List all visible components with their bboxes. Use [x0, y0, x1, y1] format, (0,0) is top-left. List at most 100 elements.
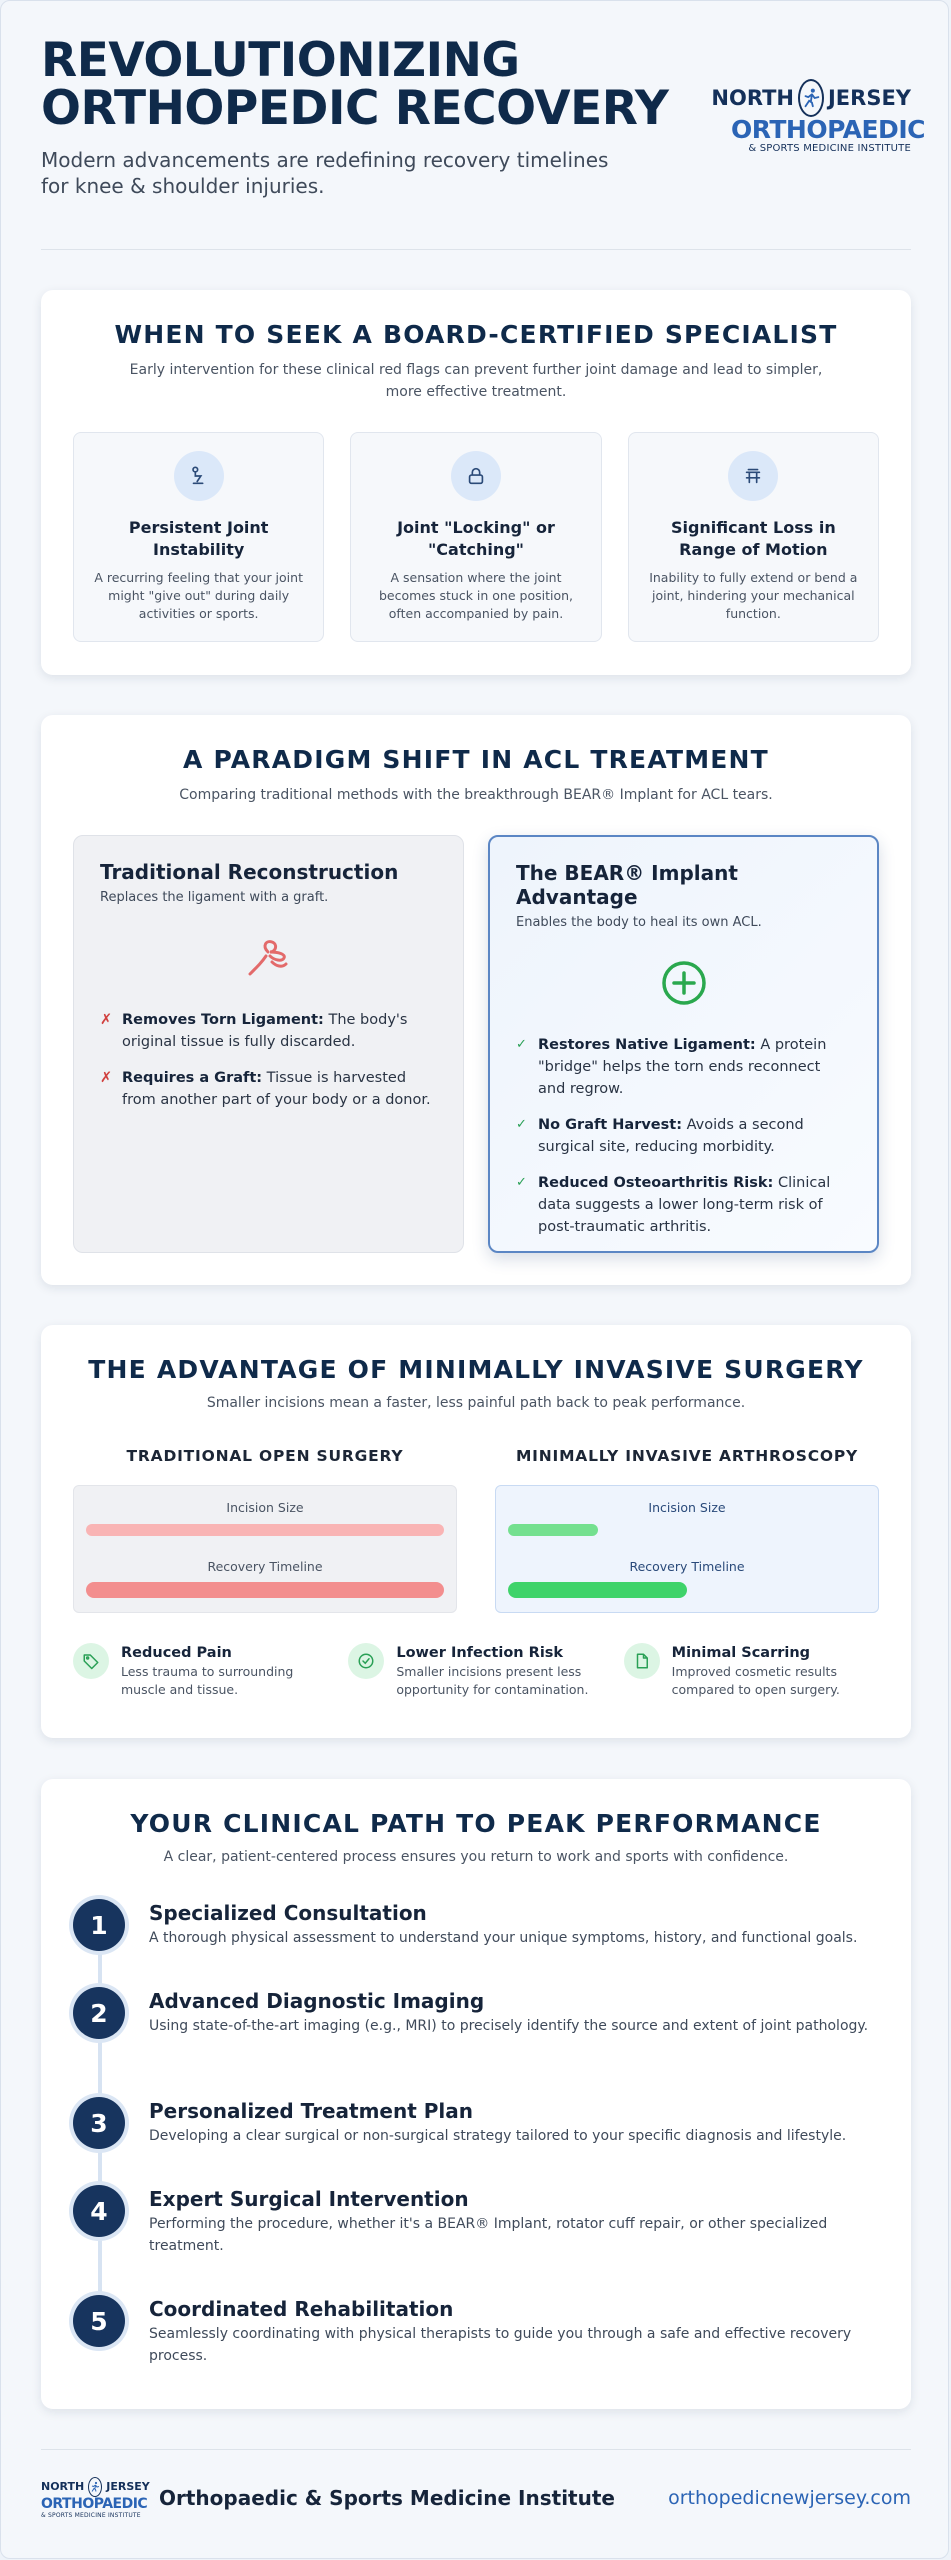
open-surgery-bars: Incision Size Recovery Timeline	[73, 1485, 457, 1613]
step-item: 2 Advanced Diagnostic Imaging Using state…	[73, 1987, 879, 2039]
bear-implant-card: The BEAR® Implant Advantage Enables the …	[488, 835, 879, 1253]
arthroscopy-heading: MINIMALLY INVASIVE ARTHROSCOPY	[515, 1447, 859, 1465]
title-line-2: ORTHOPEDIC RECOVERY	[41, 81, 669, 136]
recovery-bar-track	[508, 1582, 866, 1598]
bear-sub: Enables the body to heal its own ACL.	[516, 915, 762, 930]
path-title: YOUR CLINICAL PATH TO PEAK PERFORMANCE	[130, 1809, 822, 1838]
footer-logo: NORTH JERSEY ORTHOPAEDIC & SPORTS MEDICI…	[41, 2477, 150, 2519]
logo-tagline: & SPORTS MEDICINE INSTITUTE	[41, 2512, 141, 2519]
step-number: 2	[73, 1987, 125, 2039]
range-icon	[728, 451, 779, 501]
institute-logo: NORTH JERSEY ORTHOPAEDIC & SPORTS MEDICI…	[711, 79, 925, 159]
list-item: ✓ Restores Native Ligament: A protein "br…	[516, 1034, 851, 1100]
logo-text-main: ORTHOPAEDIC	[731, 115, 925, 144]
traditional-title: Traditional Reconstruction	[100, 860, 399, 884]
list-item: ✓ No Graft Harvest: Avoids a second surgi…	[516, 1114, 851, 1158]
step-item: 1 Specialized Consultation A thorough phy…	[73, 1899, 879, 1951]
logo-text-north: NORTH	[41, 2480, 85, 2493]
item-text: The body's original tissue is fully disc…	[122, 1012, 408, 1050]
item-text: Avoids a second surgical site, reducing …	[538, 1117, 804, 1155]
benefits-list: Reduced Pain Less trauma to surrounding m…	[73, 1643, 879, 1699]
benefit-desc: Less trauma to surrounding muscle and ti…	[121, 1664, 294, 1697]
recovery-bar-track	[86, 1582, 444, 1598]
lock-icon	[450, 451, 501, 501]
plus-circle-icon	[516, 938, 851, 1028]
flag-title: Persistent Joint Instability	[128, 518, 269, 559]
step-number: 1	[73, 1899, 125, 1951]
logo-text-north: NORTH	[711, 86, 794, 110]
step-title: Coordinated Rehabilitation	[149, 2297, 454, 2321]
check-mark-icon: ✓	[516, 1037, 527, 1052]
benefit-reduced-pain: Reduced Pain Less trauma to surrounding m…	[73, 1643, 328, 1699]
title-line-1: REVOLUTIONIZING	[41, 33, 520, 88]
step-desc: Developing a clear surgical or non-surgi…	[149, 2128, 847, 2144]
header-divider	[41, 249, 911, 250]
benefit-minimal-scarring: Minimal Scarring Improved cosmetic result…	[623, 1643, 879, 1699]
step-desc: Performing the procedure, whether it's a…	[149, 2216, 828, 2254]
recovery-bar	[508, 1582, 687, 1598]
list-item: ✓ Reduced Osteoarthritis Risk: Clinical d…	[516, 1172, 851, 1238]
flag-card-instability: Persistent Joint Instability A recurring…	[73, 432, 325, 642]
step-item: 5 Coordinated Rehabilitation Seamlessly c…	[73, 2295, 879, 2367]
footer-institute-name: Orthopaedic & Sports Medicine Institute	[159, 2486, 615, 2510]
step-title: Personalized Treatment Plan	[149, 2099, 474, 2123]
page-subtitle: Modern advancements are redefining recov…	[41, 148, 609, 198]
step-number: 4	[73, 2185, 125, 2237]
logo-text-jersey: JERSEY	[827, 86, 911, 110]
item-bold: No Graft Harvest:	[538, 1117, 682, 1133]
check-mark-icon: ✓	[516, 1175, 527, 1190]
header: REVOLUTIONIZING ORTHOPEDIC RECOVERY Mode…	[41, 33, 925, 207]
item-bold: Reduced Osteoarthritis Risk:	[538, 1175, 774, 1191]
item-text: Tissue is harvested from another part of…	[122, 1070, 431, 1108]
flag-desc: A recurring feeling that your joint migh…	[94, 570, 303, 621]
benefit-lower-infection: Lower Infection Risk Smaller incisions pr…	[348, 1643, 603, 1699]
step-title: Advanced Diagnostic Imaging	[149, 1989, 485, 2013]
step-title: Expert Surgical Intervention	[149, 2187, 469, 2211]
benefit-title: Lower Infection Risk	[396, 1645, 564, 1661]
incision-bar	[508, 1524, 598, 1536]
mis-subtitle: Smaller incisions mean a faster, less pa…	[206, 1395, 746, 1411]
bear-list: ✓ Restores Native Ligament: A protein "br…	[516, 1034, 851, 1238]
mis-section: THE ADVANTAGE OF MINIMALLY INVASIVE SURG…	[41, 1325, 911, 1738]
incision-label: Incision Size	[648, 1500, 726, 1515]
list-item: ✗ Removes Torn Ligament: The body's origi…	[100, 1009, 437, 1053]
incision-bar-track	[508, 1523, 866, 1537]
footer-website-link[interactable]: orthopedicnewjersey.com	[668, 2487, 911, 2509]
x-mark-icon: ✗	[100, 1070, 113, 1086]
check-circle-icon	[348, 1643, 385, 1679]
document-icon	[623, 1643, 660, 1679]
logo-tagline: & SPORTS MEDICINE INSTITUTE	[748, 143, 911, 154]
incision-bar	[86, 1524, 444, 1536]
x-mark-icon: ✗	[100, 1012, 113, 1028]
red-flags-list: Persistent Joint Instability A recurring…	[73, 432, 879, 642]
incision-bar-track	[86, 1523, 444, 1537]
tag-icon	[73, 1643, 109, 1679]
runner-emblem-icon	[88, 2477, 103, 2497]
traditional-reconstruction-card: Traditional Reconstruction Replaces the …	[73, 835, 464, 1253]
item-bold: Removes Torn Ligament:	[122, 1012, 324, 1028]
step-number: 3	[73, 2097, 125, 2149]
runner-emblem-icon	[797, 79, 824, 117]
specialist-subtitle: Early intervention for these clinical re…	[129, 362, 823, 400]
flag-desc: A sensation where the joint becomes stuc…	[378, 570, 573, 621]
step-number: 5	[73, 2295, 125, 2347]
flag-desc: Inability to fully extend or bend a join…	[649, 570, 858, 621]
step-desc: Seamlessly coordinating with physical th…	[149, 2326, 852, 2364]
path-subtitle: A clear, patient-centered process ensure…	[163, 1849, 789, 1865]
item-text: A protein "bridge" helps the torn ends r…	[538, 1037, 827, 1097]
footer: NORTH JERSEY ORTHOPAEDIC & SPORTS MEDICI…	[41, 2473, 911, 2523]
open-surgery-heading: TRADITIONAL OPEN SURGERY	[126, 1447, 404, 1465]
item-bold: Restores Native Ligament:	[538, 1037, 756, 1053]
item-bold: Requires a Graft:	[122, 1070, 263, 1086]
benefit-desc: Smaller incisions present less opportuni…	[396, 1664, 589, 1697]
clinical-path-section: YOUR CLINICAL PATH TO PEAK PERFORMANCE A…	[41, 1779, 911, 2409]
flag-title: Significant Loss in Range of Motion	[670, 518, 836, 559]
benefit-title: Minimal Scarring	[671, 1645, 811, 1661]
logo-text-main: ORTHOPAEDIC	[41, 2496, 148, 2512]
benefit-desc: Improved cosmetic results compared to op…	[671, 1664, 840, 1697]
logo-text-jersey: JERSEY	[106, 2480, 150, 2493]
list-item: ✗ Requires a Graft: Tissue is harvested f…	[100, 1067, 437, 1111]
arthroscopy-bars: Incision Size Recovery Timeline	[495, 1485, 879, 1613]
graft-icon	[100, 913, 437, 1003]
